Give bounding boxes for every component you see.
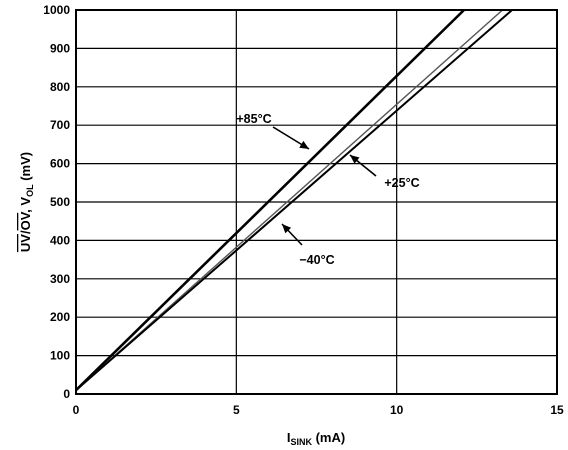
plot-frame bbox=[75, 9, 558, 395]
annotation-label: +25°C bbox=[384, 176, 419, 190]
annotations: +85°C +25°C −40°C bbox=[236, 112, 419, 267]
y-tick-label: 600 bbox=[50, 157, 70, 171]
annotation-label: −40°C bbox=[299, 253, 334, 267]
series-lines bbox=[75, 9, 513, 392]
annotation-arrow-head bbox=[282, 224, 292, 234]
x-tick-label: 0 bbox=[73, 403, 80, 417]
series-line bbox=[75, 9, 503, 391]
x-tick-label: 5 bbox=[233, 403, 240, 417]
y-tick-label: 500 bbox=[50, 195, 70, 209]
y-axis-label: UV/OV, VOL (mV) bbox=[18, 152, 35, 252]
x-axis-label: ISINK (mA) bbox=[287, 430, 345, 447]
grid bbox=[75, 9, 558, 395]
annotation-arrow-head bbox=[350, 155, 360, 164]
y-tick-label: 300 bbox=[50, 272, 70, 286]
y-tick-label: 900 bbox=[50, 41, 70, 55]
y-tick-labels: 0 100 200 300 400 500 600 700 800 900 1000 bbox=[43, 3, 70, 401]
x-tick-label: 15 bbox=[550, 403, 564, 417]
series-line bbox=[75, 9, 513, 391]
x-tick-labels: 0 5 10 15 bbox=[73, 403, 564, 417]
y-tick-label: 1000 bbox=[43, 3, 70, 17]
annotation-label: +85°C bbox=[236, 112, 271, 126]
y-tick-label: 700 bbox=[50, 118, 70, 132]
y-tick-label: 200 bbox=[50, 310, 70, 324]
series-line bbox=[75, 9, 465, 392]
annotation-arrow-head bbox=[299, 140, 309, 149]
y-tick-label: 800 bbox=[50, 80, 70, 94]
y-tick-label: 0 bbox=[63, 387, 70, 401]
y-tick-label: 100 bbox=[50, 349, 70, 363]
y-tick-label: 400 bbox=[50, 233, 70, 247]
x-tick-label: 10 bbox=[390, 403, 404, 417]
